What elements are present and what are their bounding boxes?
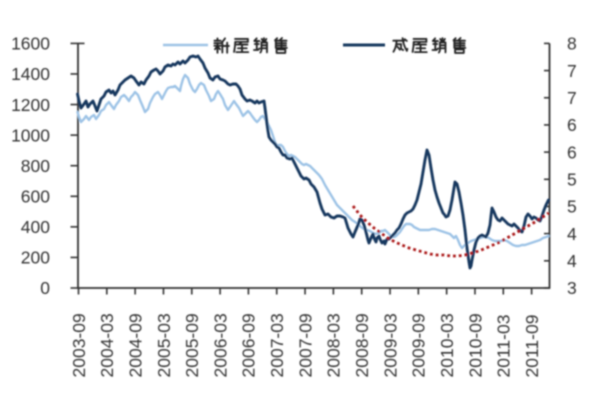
svg-text:3: 3 bbox=[567, 278, 577, 298]
svg-text:2007-03: 2007-03 bbox=[267, 313, 287, 377]
svg-text:2006-09: 2006-09 bbox=[239, 313, 259, 377]
svg-text:2006-03: 2006-03 bbox=[210, 313, 230, 377]
svg-text:5: 5 bbox=[567, 169, 577, 189]
svg-text:2010-03: 2010-03 bbox=[437, 313, 457, 377]
svg-text:2005-03: 2005-03 bbox=[154, 313, 174, 377]
svg-text:7: 7 bbox=[567, 61, 577, 81]
svg-text:1000: 1000 bbox=[11, 125, 50, 145]
svg-text:2004-03: 2004-03 bbox=[97, 313, 117, 377]
svg-text:6: 6 bbox=[567, 142, 577, 162]
svg-text:2009-03: 2009-03 bbox=[380, 313, 400, 377]
svg-text:200: 200 bbox=[21, 248, 50, 268]
svg-text:1600: 1600 bbox=[11, 34, 50, 54]
svg-text:4: 4 bbox=[567, 251, 577, 271]
svg-text:2010-09: 2010-09 bbox=[465, 313, 485, 377]
svg-text:400: 400 bbox=[21, 217, 50, 237]
svg-text:0: 0 bbox=[40, 278, 50, 298]
svg-text:2008-03: 2008-03 bbox=[324, 313, 344, 377]
svg-text:1200: 1200 bbox=[11, 95, 50, 115]
svg-text:1400: 1400 bbox=[11, 64, 50, 84]
svg-text:2009-09: 2009-09 bbox=[409, 313, 429, 377]
svg-text:800: 800 bbox=[21, 156, 50, 176]
svg-text:2005-09: 2005-09 bbox=[182, 313, 202, 377]
svg-text:600: 600 bbox=[21, 186, 50, 206]
svg-text:4: 4 bbox=[567, 224, 577, 244]
svg-text:5: 5 bbox=[567, 197, 577, 217]
svg-text:8: 8 bbox=[567, 34, 577, 54]
svg-text:7: 7 bbox=[567, 88, 577, 108]
svg-text:2011-09: 2011-09 bbox=[522, 315, 542, 378]
svg-text:2007-09: 2007-09 bbox=[295, 313, 315, 377]
svg-text:2011-03: 2011-03 bbox=[494, 315, 514, 378]
svg-text:2004-09: 2004-09 bbox=[125, 313, 145, 377]
svg-text:2003-09: 2003-09 bbox=[69, 313, 89, 377]
svg-text:2008-09: 2008-09 bbox=[352, 313, 372, 377]
svg-text:6: 6 bbox=[567, 115, 577, 135]
